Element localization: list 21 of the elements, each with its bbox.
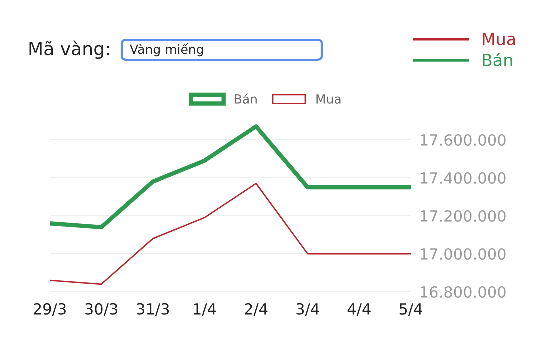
y-tick-label: 17.200.000 bbox=[421, 210, 506, 222]
x-tick-label: 30/3 bbox=[86, 303, 118, 316]
x-tick-label: 3/4 bbox=[296, 303, 320, 316]
legend-label: Bán bbox=[235, 94, 257, 104]
x-tick-label: 2/4 bbox=[245, 303, 268, 316]
x-tick-label: 5/4 bbox=[400, 304, 422, 316]
text: Mua bbox=[483, 33, 516, 46]
y-tick-label: 17.400.000 bbox=[421, 172, 506, 184]
text: Vàng miếng bbox=[130, 43, 204, 57]
y-tick-label: 17.000.000 bbox=[421, 248, 506, 260]
x-tick-label: 1/4 bbox=[194, 304, 216, 316]
line-series bbox=[50, 124, 411, 230]
x-tick-label: 31/3 bbox=[137, 303, 170, 316]
x-tick-label: 4/4 bbox=[348, 304, 371, 316]
y-tick-label: 17.600.000 bbox=[421, 134, 506, 146]
text: Mã vàng: bbox=[30, 40, 110, 60]
y-tick-label: 16.800.000 bbox=[421, 286, 506, 298]
x-tick-label: 29/3 bbox=[34, 303, 66, 316]
line-series bbox=[50, 183, 411, 286]
legend-label: Mua bbox=[316, 94, 341, 104]
text: Bán bbox=[483, 52, 512, 67]
